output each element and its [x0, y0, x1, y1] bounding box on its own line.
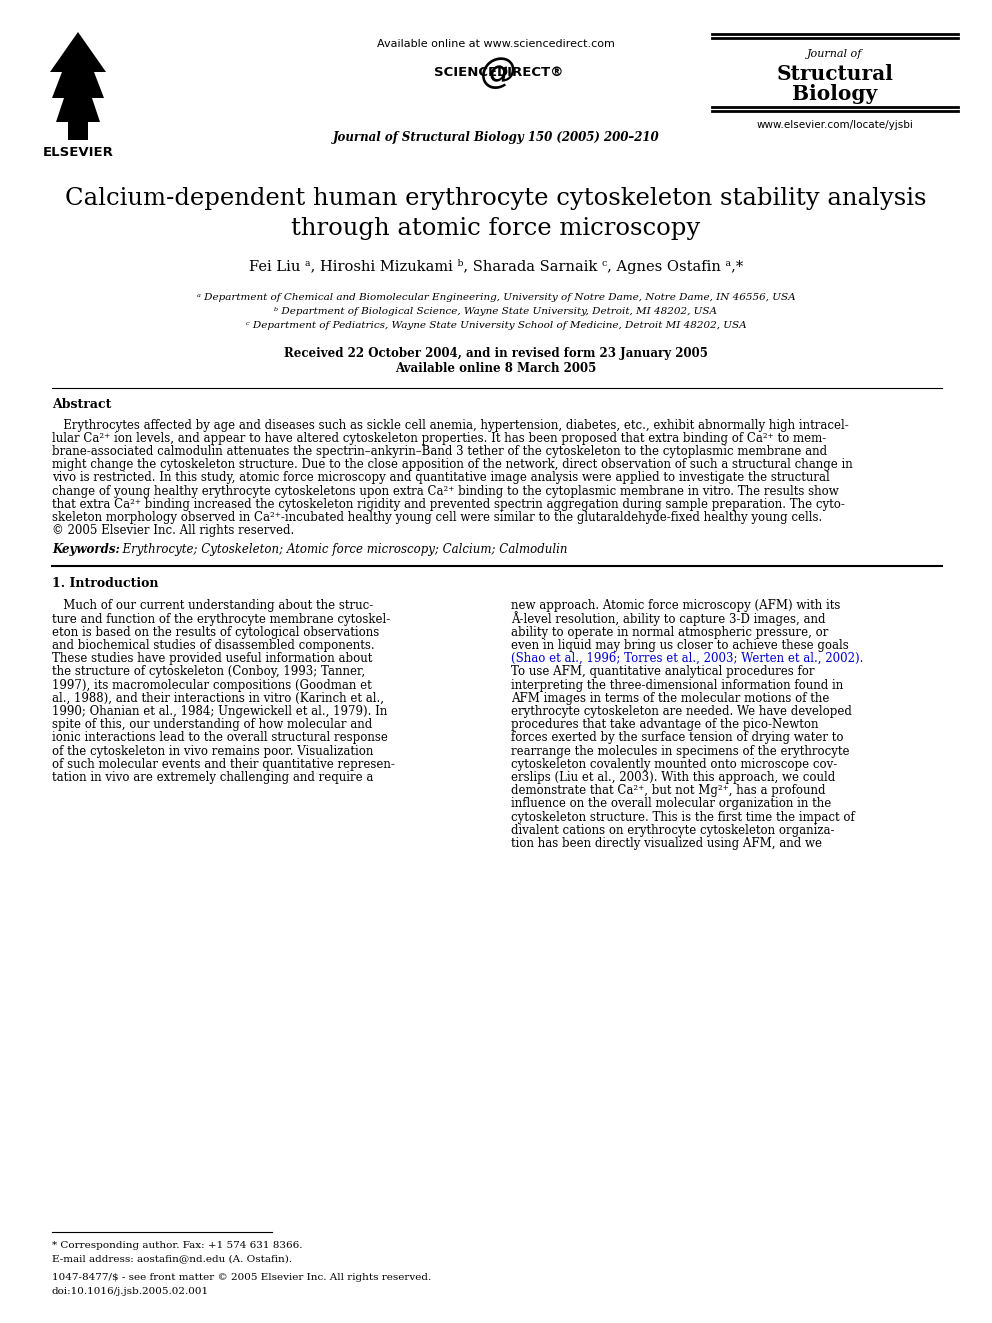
Text: DIRECT®: DIRECT®	[496, 66, 563, 78]
Text: Erythrocyte; Cytoskeleton; Atomic force microscopy; Calcium; Calmodulin: Erythrocyte; Cytoskeleton; Atomic force …	[115, 544, 567, 556]
Text: © 2005 Elsevier Inc. All rights reserved.: © 2005 Elsevier Inc. All rights reserved…	[52, 524, 295, 537]
Text: brane-associated calmodulin attenuates the spectrin–ankyrin–Band 3 tether of the: brane-associated calmodulin attenuates t…	[52, 445, 827, 458]
Text: To use AFM, quantitative analytical procedures for: To use AFM, quantitative analytical proc…	[511, 665, 814, 679]
Text: might change the cytoskeleton structure. Due to the close apposition of the netw: might change the cytoskeleton structure.…	[52, 458, 853, 471]
Text: change of young healthy erythrocyte cytoskeletons upon extra Ca²⁺ binding to the: change of young healthy erythrocyte cyto…	[52, 484, 839, 497]
Text: Keywords:: Keywords:	[52, 544, 120, 556]
Text: tation in vivo are extremely challenging and require a: tation in vivo are extremely challenging…	[52, 771, 373, 785]
Text: 1. Introduction: 1. Introduction	[52, 577, 159, 590]
Text: Fei Liu ᵃ, Hiroshi Mizukami ᵇ, Sharada Sarnaik ᶜ, Agnes Ostafin ᵃ,*: Fei Liu ᵃ, Hiroshi Mizukami ᵇ, Sharada S…	[249, 259, 743, 274]
Text: Biology: Biology	[793, 83, 878, 105]
Text: of the cytoskeleton in vivo remains poor. Visualization: of the cytoskeleton in vivo remains poor…	[52, 745, 373, 758]
Text: cytoskeleton covalently mounted onto microscope cov-: cytoskeleton covalently mounted onto mic…	[511, 758, 837, 771]
Text: ELSEVIER: ELSEVIER	[43, 147, 113, 160]
Text: ᶜ Department of Pediatrics, Wayne State University School of Medicine, Detroit M: ᶜ Department of Pediatrics, Wayne State …	[246, 321, 746, 331]
Text: new approach. Atomic force microscopy (AFM) with its: new approach. Atomic force microscopy (A…	[511, 599, 840, 613]
Text: eton is based on the results of cytological observations: eton is based on the results of cytologi…	[52, 626, 379, 639]
Text: through atomic force microscopy: through atomic force microscopy	[292, 217, 700, 239]
Text: lular Ca²⁺ ion levels, and appear to have altered cytoskeleton properties. It ha: lular Ca²⁺ ion levels, and appear to hav…	[52, 431, 826, 445]
Text: skeleton morphology observed in Ca²⁺-incubated healthy young cell were similar t: skeleton morphology observed in Ca²⁺-inc…	[52, 511, 822, 524]
Text: ability to operate in normal atmospheric pressure, or: ability to operate in normal atmospheric…	[511, 626, 828, 639]
Text: 1047-8477/$ - see front matter © 2005 Elsevier Inc. All rights reserved.: 1047-8477/$ - see front matter © 2005 El…	[52, 1274, 432, 1282]
Text: the structure of cytoskeleton (Conboy, 1993; Tanner,: the structure of cytoskeleton (Conboy, 1…	[52, 665, 365, 679]
Text: rearrange the molecules in specimens of the erythrocyte: rearrange the molecules in specimens of …	[511, 745, 849, 758]
Text: (Shao et al., 1996; Torres et al., 2003; Werten et al., 2002).: (Shao et al., 1996; Torres et al., 2003;…	[511, 652, 863, 665]
Text: Structural: Structural	[777, 64, 894, 83]
Text: E-mail address: aostafin@nd.edu (A. Ostafin).: E-mail address: aostafin@nd.edu (A. Osta…	[52, 1254, 292, 1263]
Text: Journal of: Journal of	[807, 49, 863, 60]
Text: Journal of Structural Biology 150 (2005) 200–210: Journal of Structural Biology 150 (2005)…	[332, 131, 660, 144]
Polygon shape	[50, 32, 106, 140]
Text: al., 1988), and their interactions in vitro (Karinch et al.,: al., 1988), and their interactions in vi…	[52, 692, 384, 705]
Text: Much of our current understanding about the struc-: Much of our current understanding about …	[52, 599, 373, 613]
Text: Erythrocytes affected by age and diseases such as sickle cell anemia, hypertensi: Erythrocytes affected by age and disease…	[52, 418, 849, 431]
Text: Å-level resolution, ability to capture 3-D images, and: Å-level resolution, ability to capture 3…	[511, 611, 825, 626]
Text: AFM images in terms of the molecular motions of the: AFM images in terms of the molecular mot…	[511, 692, 829, 705]
Text: 1990; Ohanian et al., 1984; Ungewickell et al., 1979). In: 1990; Ohanian et al., 1984; Ungewickell …	[52, 705, 387, 718]
Text: Received 22 October 2004, and in revised form 23 January 2005: Received 22 October 2004, and in revised…	[284, 348, 708, 360]
Text: 1997), its macromolecular compositions (Goodman et: 1997), its macromolecular compositions (…	[52, 679, 372, 692]
Text: procedures that take advantage of the pico-Newton: procedures that take advantage of the pi…	[511, 718, 818, 732]
Text: @: @	[480, 56, 516, 90]
Text: ᵇ Department of Biological Science, Wayne State University, Detroit, MI 48202, U: ᵇ Department of Biological Science, Wayn…	[275, 307, 717, 316]
Text: Available online 8 March 2005: Available online 8 March 2005	[396, 363, 596, 376]
Text: These studies have provided useful information about: These studies have provided useful infor…	[52, 652, 372, 665]
Text: Available online at www.sciencedirect.com: Available online at www.sciencedirect.co…	[377, 38, 615, 49]
Text: vivo is restricted. In this study, atomic force microscopy and quantitative imag: vivo is restricted. In this study, atomi…	[52, 471, 829, 484]
Text: SCIENCE: SCIENCE	[434, 66, 498, 78]
Text: demonstrate that Ca²⁺, but not Mg²⁺, has a profound: demonstrate that Ca²⁺, but not Mg²⁺, has…	[511, 785, 825, 796]
Text: forces exerted by the surface tension of drying water to: forces exerted by the surface tension of…	[511, 732, 843, 745]
Text: www.elsevier.com/locate/yjsbi: www.elsevier.com/locate/yjsbi	[757, 120, 914, 130]
Text: of such molecular events and their quantitative represen-: of such molecular events and their quant…	[52, 758, 395, 771]
Text: cytoskeleton structure. This is the first time the impact of: cytoskeleton structure. This is the firs…	[511, 811, 855, 823]
Text: interpreting the three-dimensional information found in: interpreting the three-dimensional infor…	[511, 679, 843, 692]
Text: ture and function of the erythrocyte membrane cytoskel-: ture and function of the erythrocyte mem…	[52, 613, 390, 626]
Text: ᵃ Department of Chemical and Biomolecular Engineering, University of Notre Dame,: ᵃ Department of Chemical and Biomolecula…	[196, 294, 796, 303]
Text: that extra Ca²⁺ binding increased the cytoskeleton rigidity and prevented spectr: that extra Ca²⁺ binding increased the cy…	[52, 497, 845, 511]
Text: tion has been directly visualized using AFM, and we: tion has been directly visualized using …	[511, 837, 822, 849]
Text: divalent cations on erythrocyte cytoskeleton organiza-: divalent cations on erythrocyte cytoskel…	[511, 824, 834, 836]
Text: * Corresponding author. Fax: +1 574 631 8366.: * Corresponding author. Fax: +1 574 631 …	[52, 1241, 303, 1250]
Text: erslips (Liu et al., 2003). With this approach, we could: erslips (Liu et al., 2003). With this ap…	[511, 771, 835, 785]
Text: influence on the overall molecular organization in the: influence on the overall molecular organ…	[511, 798, 831, 810]
Text: Calcium-dependent human erythrocyte cytoskeleton stability analysis: Calcium-dependent human erythrocyte cyto…	[65, 187, 927, 209]
Text: ionic interactions lead to the overall structural response: ionic interactions lead to the overall s…	[52, 732, 388, 745]
Text: spite of this, our understanding of how molecular and: spite of this, our understanding of how …	[52, 718, 372, 732]
Text: erythrocyte cytoskeleton are needed. We have developed: erythrocyte cytoskeleton are needed. We …	[511, 705, 852, 718]
Text: doi:10.1016/j.jsb.2005.02.001: doi:10.1016/j.jsb.2005.02.001	[52, 1286, 209, 1295]
Text: even in liquid may bring us closer to achieve these goals: even in liquid may bring us closer to ac…	[511, 639, 849, 652]
Text: and biochemical studies of disassembled components.: and biochemical studies of disassembled …	[52, 639, 375, 652]
Text: Abstract: Abstract	[52, 398, 111, 411]
